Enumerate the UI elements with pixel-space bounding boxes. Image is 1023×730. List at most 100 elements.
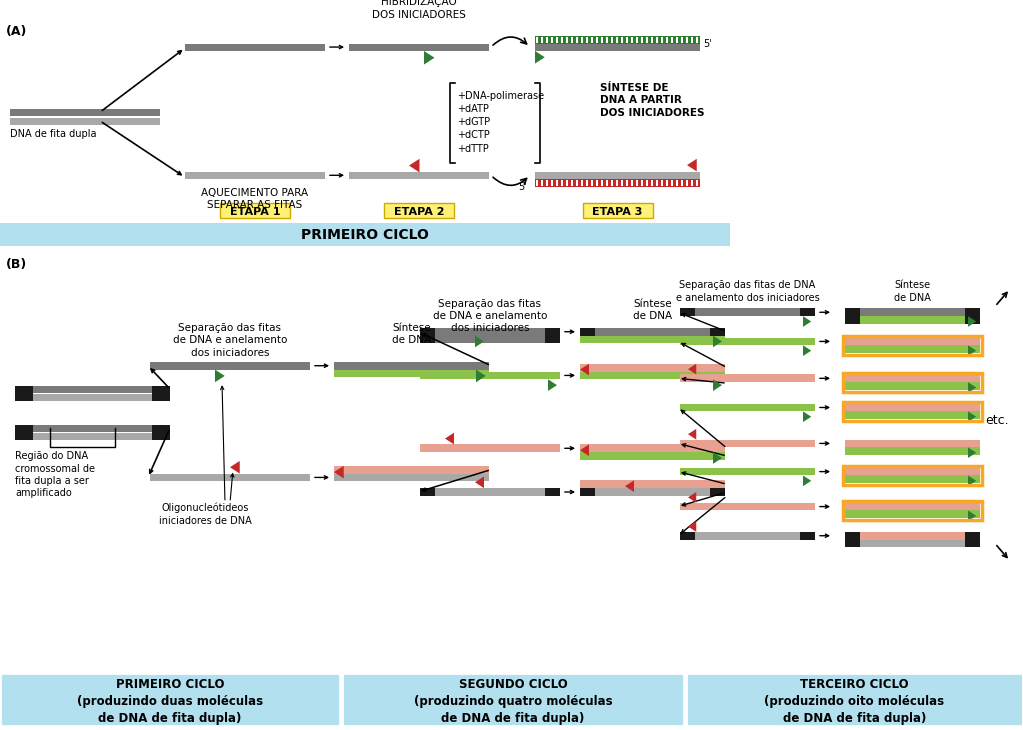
Polygon shape bbox=[409, 159, 419, 172]
Bar bbox=[545, 488, 560, 496]
Bar bbox=[420, 328, 435, 343]
Bar bbox=[586, 37, 588, 43]
Bar bbox=[965, 308, 980, 324]
Bar bbox=[333, 466, 489, 474]
Bar bbox=[576, 37, 578, 43]
Polygon shape bbox=[688, 429, 697, 439]
Polygon shape bbox=[215, 369, 225, 383]
Bar bbox=[333, 474, 489, 481]
Bar bbox=[636, 180, 638, 186]
Bar bbox=[541, 37, 543, 43]
Bar bbox=[680, 308, 695, 316]
Bar bbox=[845, 316, 980, 324]
Bar bbox=[845, 439, 980, 447]
Bar bbox=[845, 374, 980, 383]
Polygon shape bbox=[968, 412, 976, 422]
Bar bbox=[580, 452, 725, 460]
Bar bbox=[535, 44, 700, 51]
Bar bbox=[591, 180, 593, 186]
Bar bbox=[580, 480, 725, 488]
Bar bbox=[349, 44, 489, 51]
Bar bbox=[555, 180, 558, 186]
Polygon shape bbox=[803, 412, 811, 422]
Bar bbox=[580, 328, 595, 336]
Polygon shape bbox=[475, 336, 484, 347]
Polygon shape bbox=[968, 475, 976, 486]
Polygon shape bbox=[535, 51, 545, 64]
Bar bbox=[680, 439, 815, 447]
Bar bbox=[845, 539, 980, 548]
Bar bbox=[646, 180, 648, 186]
Text: Síntese
de DNA: Síntese de DNA bbox=[894, 280, 931, 303]
Polygon shape bbox=[968, 510, 976, 521]
Bar bbox=[680, 468, 815, 475]
Text: Oligonucleótideos
iniciadores de DNA: Oligonucleótideos iniciadores de DNA bbox=[159, 503, 252, 526]
Polygon shape bbox=[688, 492, 697, 503]
Bar bbox=[621, 180, 623, 186]
Bar bbox=[606, 180, 608, 186]
Text: Separação das fitas de DNA
e anelamento dos iniciadores: Separação das fitas de DNA e anelamento … bbox=[675, 280, 819, 303]
Bar bbox=[680, 308, 815, 316]
Bar bbox=[661, 37, 663, 43]
Bar bbox=[680, 404, 815, 412]
Bar bbox=[15, 433, 170, 439]
Bar bbox=[651, 37, 653, 43]
Bar bbox=[220, 204, 290, 218]
Bar bbox=[686, 673, 1023, 726]
Bar bbox=[535, 36, 700, 44]
Text: AQUECIMENTO PARA
SEPARAR AS FITAS: AQUECIMENTO PARA SEPARAR AS FITAS bbox=[202, 188, 309, 210]
Text: DNA de fita dupla: DNA de fita dupla bbox=[10, 128, 96, 139]
Bar bbox=[420, 488, 435, 496]
Bar bbox=[800, 308, 815, 316]
Bar bbox=[843, 336, 982, 355]
Polygon shape bbox=[688, 364, 697, 374]
Bar bbox=[965, 532, 980, 548]
Bar bbox=[384, 204, 454, 218]
Bar bbox=[580, 445, 725, 452]
Bar bbox=[611, 37, 613, 43]
Bar bbox=[420, 328, 560, 336]
Text: HIBRIDIZAÇÃO
DOS INICIADORES: HIBRIDIZAÇÃO DOS INICIADORES bbox=[372, 0, 465, 20]
Bar bbox=[571, 37, 573, 43]
Polygon shape bbox=[687, 159, 697, 172]
Bar bbox=[651, 180, 653, 186]
Bar bbox=[843, 402, 982, 421]
Polygon shape bbox=[475, 477, 484, 488]
Bar bbox=[349, 172, 489, 179]
Text: +DNA-polimerase
+dATP
+dGTP
+dCTP
+dTTP: +DNA-polimerase +dATP +dGTP +dCTP +dTTP bbox=[457, 91, 544, 153]
Bar bbox=[15, 386, 33, 401]
Text: Região do DNA
cromossomal de
fita dupla a ser
amplificado: Região do DNA cromossomal de fita dupla … bbox=[15, 451, 95, 499]
Bar bbox=[616, 180, 618, 186]
Bar bbox=[686, 180, 688, 186]
Bar bbox=[535, 179, 700, 187]
Bar bbox=[420, 488, 560, 496]
Bar bbox=[15, 386, 170, 393]
Bar bbox=[680, 503, 815, 510]
Bar bbox=[680, 532, 695, 539]
Bar bbox=[616, 37, 618, 43]
Polygon shape bbox=[713, 452, 722, 464]
Bar bbox=[845, 383, 980, 390]
Bar bbox=[333, 362, 489, 369]
Bar bbox=[696, 180, 698, 186]
Bar bbox=[696, 37, 698, 43]
Bar bbox=[843, 372, 982, 392]
Bar bbox=[845, 337, 980, 345]
Bar bbox=[555, 37, 558, 43]
Bar bbox=[676, 37, 678, 43]
Bar bbox=[581, 180, 583, 186]
Bar bbox=[845, 447, 980, 455]
Polygon shape bbox=[968, 316, 976, 327]
Polygon shape bbox=[713, 336, 722, 347]
Polygon shape bbox=[580, 445, 589, 456]
Bar bbox=[545, 328, 560, 336]
Bar bbox=[333, 369, 489, 377]
Bar bbox=[845, 308, 860, 324]
Bar bbox=[150, 474, 310, 481]
Text: 5': 5' bbox=[519, 182, 527, 192]
Bar bbox=[626, 37, 628, 43]
Text: (A): (A) bbox=[6, 25, 28, 38]
Bar bbox=[845, 532, 980, 539]
Bar bbox=[641, 37, 643, 43]
Bar bbox=[591, 37, 593, 43]
